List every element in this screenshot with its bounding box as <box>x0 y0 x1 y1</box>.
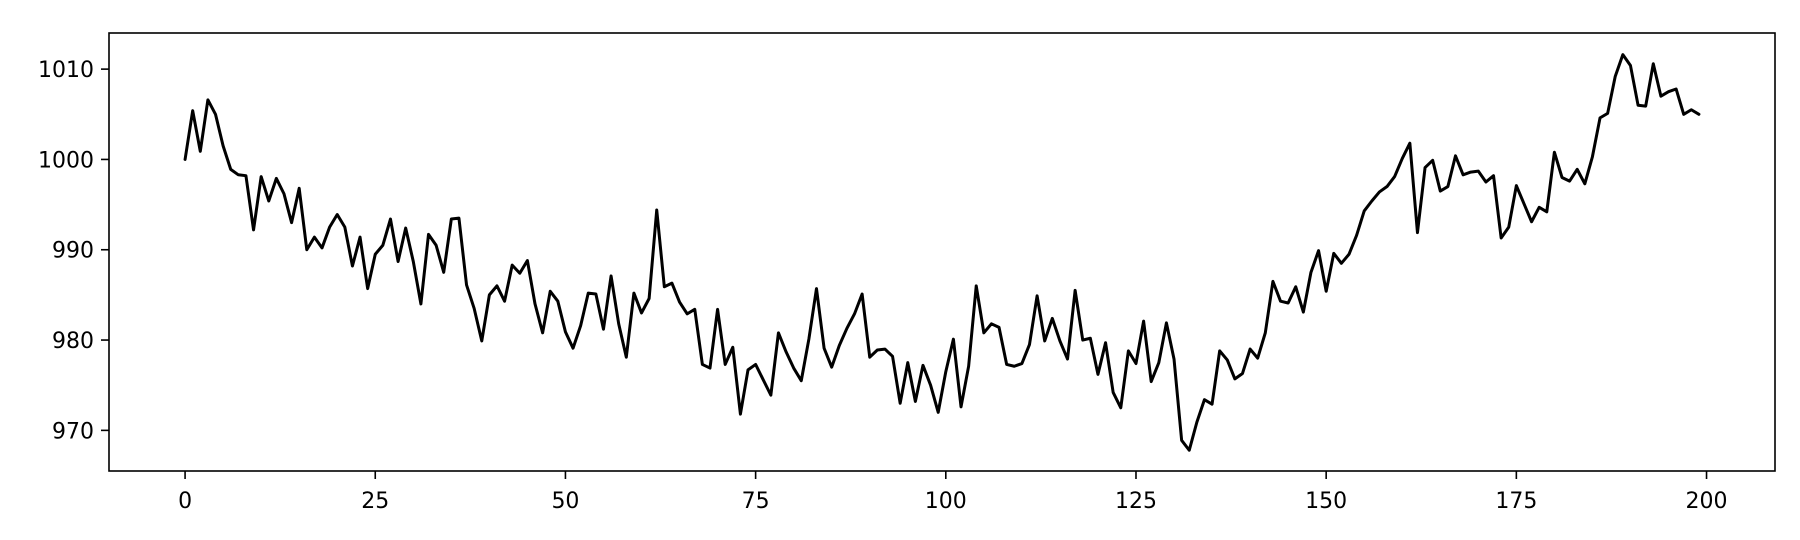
x-tick-label: 100 <box>925 489 967 514</box>
x-tick-label: 75 <box>742 489 770 514</box>
plot-frame <box>108 32 1776 472</box>
x-tick-label: 175 <box>1495 489 1537 514</box>
x-tick-label: 200 <box>1686 489 1728 514</box>
y-tick-label: 990 <box>52 239 94 264</box>
y-tick-label: 970 <box>52 419 94 444</box>
x-tick-label: 50 <box>551 489 579 514</box>
y-tick-label: 1000 <box>38 148 94 173</box>
x-tick-label: 125 <box>1115 489 1157 514</box>
x-tick-label: 0 <box>178 489 192 514</box>
x-axis: 0 25 50 75 100 125 150 175 200 <box>178 471 1728 514</box>
series-line <box>183 53 1701 452</box>
x-tick-label: 150 <box>1305 489 1347 514</box>
y-tick-label: 1010 <box>38 58 94 83</box>
y-tick-label: 980 <box>52 329 94 354</box>
x-tick-label: 25 <box>361 489 389 514</box>
y-axis: 970 980 990 1000 1010 <box>38 58 109 444</box>
